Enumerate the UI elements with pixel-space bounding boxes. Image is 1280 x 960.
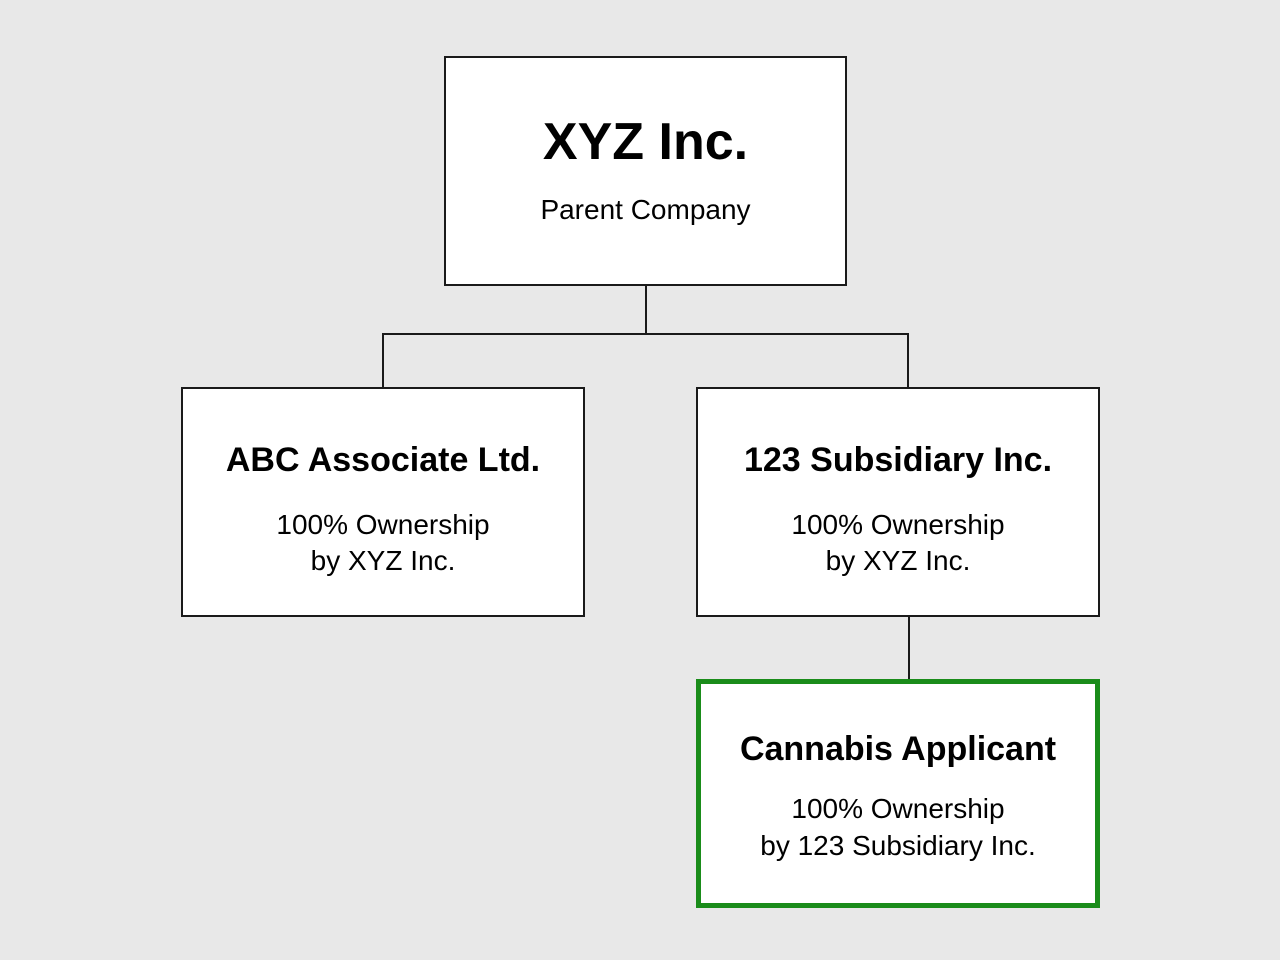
node-description: 100% Ownership by XYZ Inc.: [183, 507, 583, 579]
node-description-line: 100% Ownership: [791, 509, 1005, 540]
node-description-line: 100% Ownership: [791, 793, 1005, 824]
node-parent-company: XYZ Inc. Parent Company: [444, 56, 847, 286]
node-abc-associate: ABC Associate Ltd. 100% Ownership by XYZ…: [181, 387, 585, 617]
node-cannabis-applicant: Cannabis Applicant 100% Ownership by 123…: [696, 679, 1100, 908]
node-description-line: 100% Ownership: [276, 509, 490, 540]
node-description: 100% Ownership by 123 Subsidiary Inc.: [701, 790, 1095, 864]
node-title: Cannabis Applicant: [739, 730, 1057, 768]
node-description: Parent Company: [446, 192, 845, 228]
node-description-line: by XYZ Inc.: [825, 545, 971, 576]
node-description-line: Parent Company: [540, 194, 751, 225]
node-title: 123 Subsidiary Inc.: [743, 441, 1053, 479]
node-title: XYZ Inc.: [542, 113, 749, 171]
node-description-line: by XYZ Inc.: [310, 545, 456, 576]
node-title: ABC Associate Ltd.: [225, 441, 541, 479]
node-description: 100% Ownership by XYZ Inc.: [698, 507, 1098, 579]
edge-branch-horizontal: [382, 333, 909, 387]
node-description-line: by 123 Subsidiary Inc.: [760, 830, 1036, 861]
node-123-subsidiary: 123 Subsidiary Inc. 100% Ownership by XY…: [696, 387, 1100, 617]
